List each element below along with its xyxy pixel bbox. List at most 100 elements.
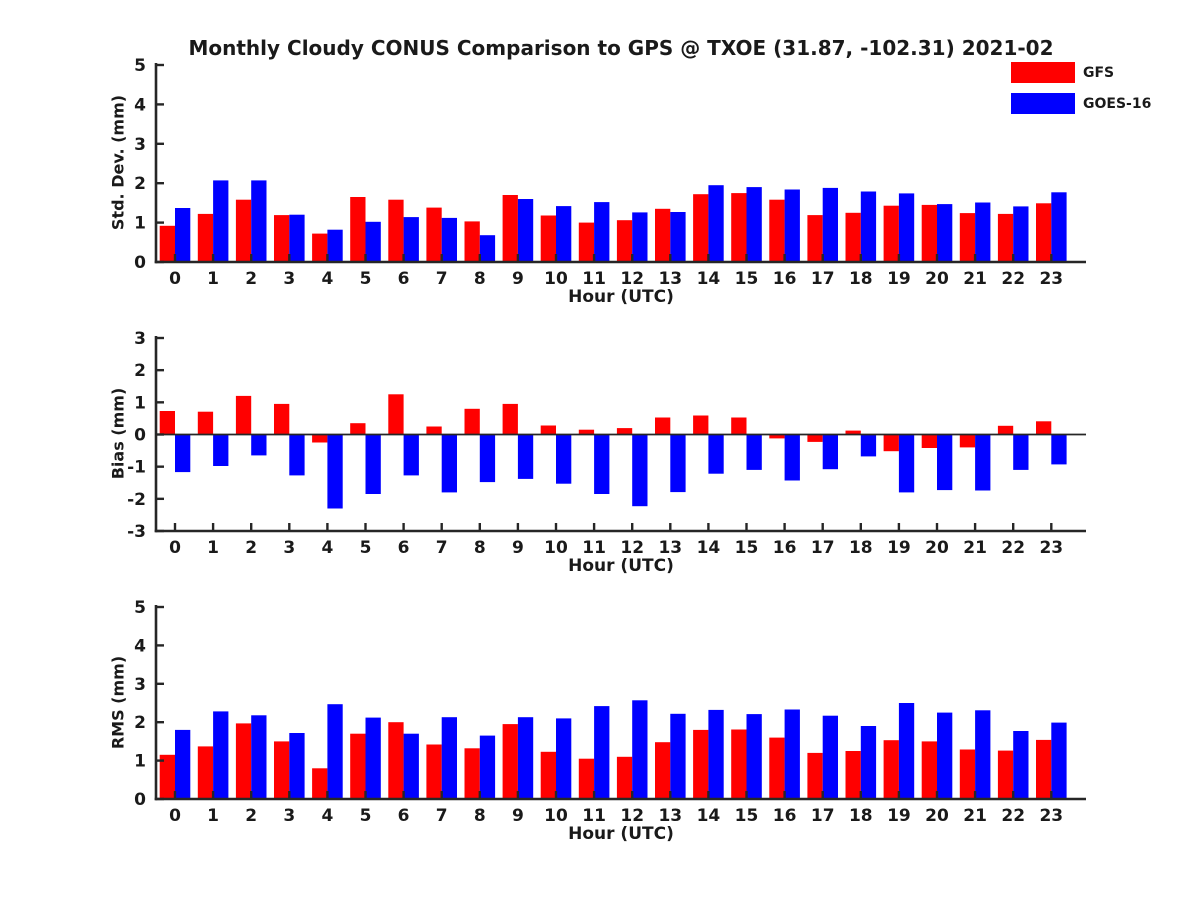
y-tick-label: 2	[134, 361, 146, 381]
y-tick-label: 0	[134, 426, 146, 446]
legend-swatch-goes-16	[1011, 93, 1075, 114]
bar-bias-goes-16-22	[1013, 434, 1029, 470]
bar-bias-goes-16-21	[975, 434, 991, 491]
x-tick-label: 3	[283, 269, 295, 289]
x-tick-label: 0	[169, 269, 181, 289]
x-tick-label: 20	[925, 538, 949, 558]
bar-rms-goes-16-22	[1013, 731, 1029, 799]
x-tick-label: 16	[773, 538, 797, 558]
x-tick-label: 4	[321, 269, 333, 289]
x-tick-label: 12	[620, 538, 644, 558]
bar-bias-gfs-18	[845, 430, 861, 435]
y-tick-label: 5	[134, 598, 146, 618]
bar-bias-goes-16-6	[403, 434, 419, 476]
bar-std-dev-gfs-21	[959, 213, 976, 262]
x-tick-label: 17	[811, 538, 835, 558]
bar-rms-goes-16-4	[327, 704, 343, 799]
bar-rms-goes-16-3	[289, 733, 305, 799]
bar-bias-goes-16-19	[898, 434, 915, 493]
bar-bias-goes-16-18	[860, 434, 877, 457]
x-tick-label: 22	[1001, 269, 1025, 289]
bar-rms-gfs-20	[921, 741, 937, 799]
x-tick-label: 13	[658, 538, 682, 558]
x-tick-label: 13	[658, 269, 682, 289]
bar-rms-gfs-19	[883, 740, 899, 799]
x-tick-label: 7	[436, 538, 448, 558]
bar-bias-gfs-14	[693, 415, 709, 435]
x-tick-label: 14	[697, 269, 721, 289]
y-tick-label: -3	[127, 522, 146, 542]
bar-rms-goes-16-2	[251, 715, 267, 799]
bar-rms-gfs-22	[997, 750, 1014, 799]
x-tick-label: 0	[169, 538, 181, 558]
bar-std-dev-goes-16-21	[975, 202, 991, 262]
x-tick-label: 22	[1001, 538, 1025, 558]
x-tick-label: 11	[582, 538, 606, 558]
bar-bias-goes-16-1	[213, 434, 229, 466]
bar-bias-gfs-13	[655, 417, 671, 435]
bar-std-dev-gfs-7	[426, 207, 442, 262]
x-tick-label: 17	[811, 269, 835, 289]
bar-std-dev-goes-16-16	[784, 189, 800, 262]
bar-bias-goes-16-2	[251, 434, 267, 456]
bar-std-dev-goes-16-0	[175, 208, 191, 262]
x-tick-label: 1	[207, 806, 219, 826]
x-tick-label: 6	[398, 269, 410, 289]
bar-rms-gfs-2	[235, 723, 252, 799]
y-tick-label: 1	[134, 214, 146, 234]
bar-bias-gfs-21	[959, 434, 976, 448]
x-tick-label: 10	[544, 538, 568, 558]
bar-bias-goes-16-7	[441, 434, 457, 493]
bar-rms-gfs-0	[159, 754, 175, 799]
x-tick-label: 6	[398, 806, 410, 826]
bar-rms-gfs-3	[274, 741, 290, 799]
bar-std-dev-goes-16-7	[441, 217, 457, 262]
bar-std-dev-gfs-14	[693, 194, 709, 262]
bar-rms-goes-16-20	[937, 712, 953, 799]
x-tick-label: 8	[474, 806, 486, 826]
x-tick-label: 18	[849, 538, 873, 558]
bar-bias-gfs-19	[883, 434, 899, 452]
bar-rms-goes-16-18	[860, 726, 877, 799]
bar-std-dev-gfs-6	[388, 199, 404, 262]
x-tick-label: 12	[620, 806, 644, 826]
bar-bias-goes-16-4	[327, 434, 343, 509]
bar-rms-gfs-8	[464, 748, 480, 799]
bar-rms-goes-16-15	[746, 714, 762, 799]
bar-std-dev-gfs-19	[883, 205, 899, 262]
x-tick-label: 14	[697, 806, 721, 826]
x-tick-label: 19	[887, 806, 911, 826]
bar-std-dev-gfs-11	[578, 222, 595, 262]
bar-std-dev-gfs-9	[502, 195, 518, 262]
x-tick-label: 21	[963, 806, 987, 826]
bar-std-dev-goes-16-13	[670, 212, 686, 262]
bar-bias-gfs-11	[578, 429, 595, 435]
y-tick-label: 1	[134, 752, 146, 772]
bar-bias-gfs-0	[159, 411, 175, 435]
bar-rms-gfs-6	[388, 722, 404, 799]
bar-rms-goes-16-14	[708, 709, 724, 799]
bar-std-dev-goes-16-9	[517, 199, 534, 262]
bar-rms-goes-16-17	[822, 715, 838, 799]
bar-std-dev-goes-16-14	[708, 185, 724, 262]
x-tick-label: 19	[887, 269, 911, 289]
bar-rms-gfs-23	[1036, 739, 1052, 799]
bar-bias-gfs-4	[312, 434, 328, 443]
x-tick-label: 20	[925, 269, 949, 289]
ylabel-std-dev: Std. Dev. (mm)	[108, 94, 128, 231]
bar-std-dev-gfs-0	[159, 225, 175, 262]
bar-std-dev-goes-16-8	[479, 235, 496, 262]
y-tick-label: 5	[134, 56, 146, 76]
x-tick-label: 8	[474, 269, 486, 289]
x-tick-label: 16	[773, 269, 797, 289]
ylabel-bias: Bias (mm)	[108, 387, 128, 480]
bar-rms-gfs-10	[540, 751, 556, 799]
bar-bias-gfs-8	[464, 408, 480, 435]
bar-rms-goes-16-9	[517, 717, 534, 799]
bar-bias-goes-16-14	[708, 434, 724, 474]
bar-std-dev-goes-16-12	[632, 212, 648, 262]
bar-rms-goes-16-23	[1051, 722, 1067, 799]
x-tick-label: 3	[283, 806, 295, 826]
xlabel-bias: Hour (UTC)	[568, 556, 674, 576]
